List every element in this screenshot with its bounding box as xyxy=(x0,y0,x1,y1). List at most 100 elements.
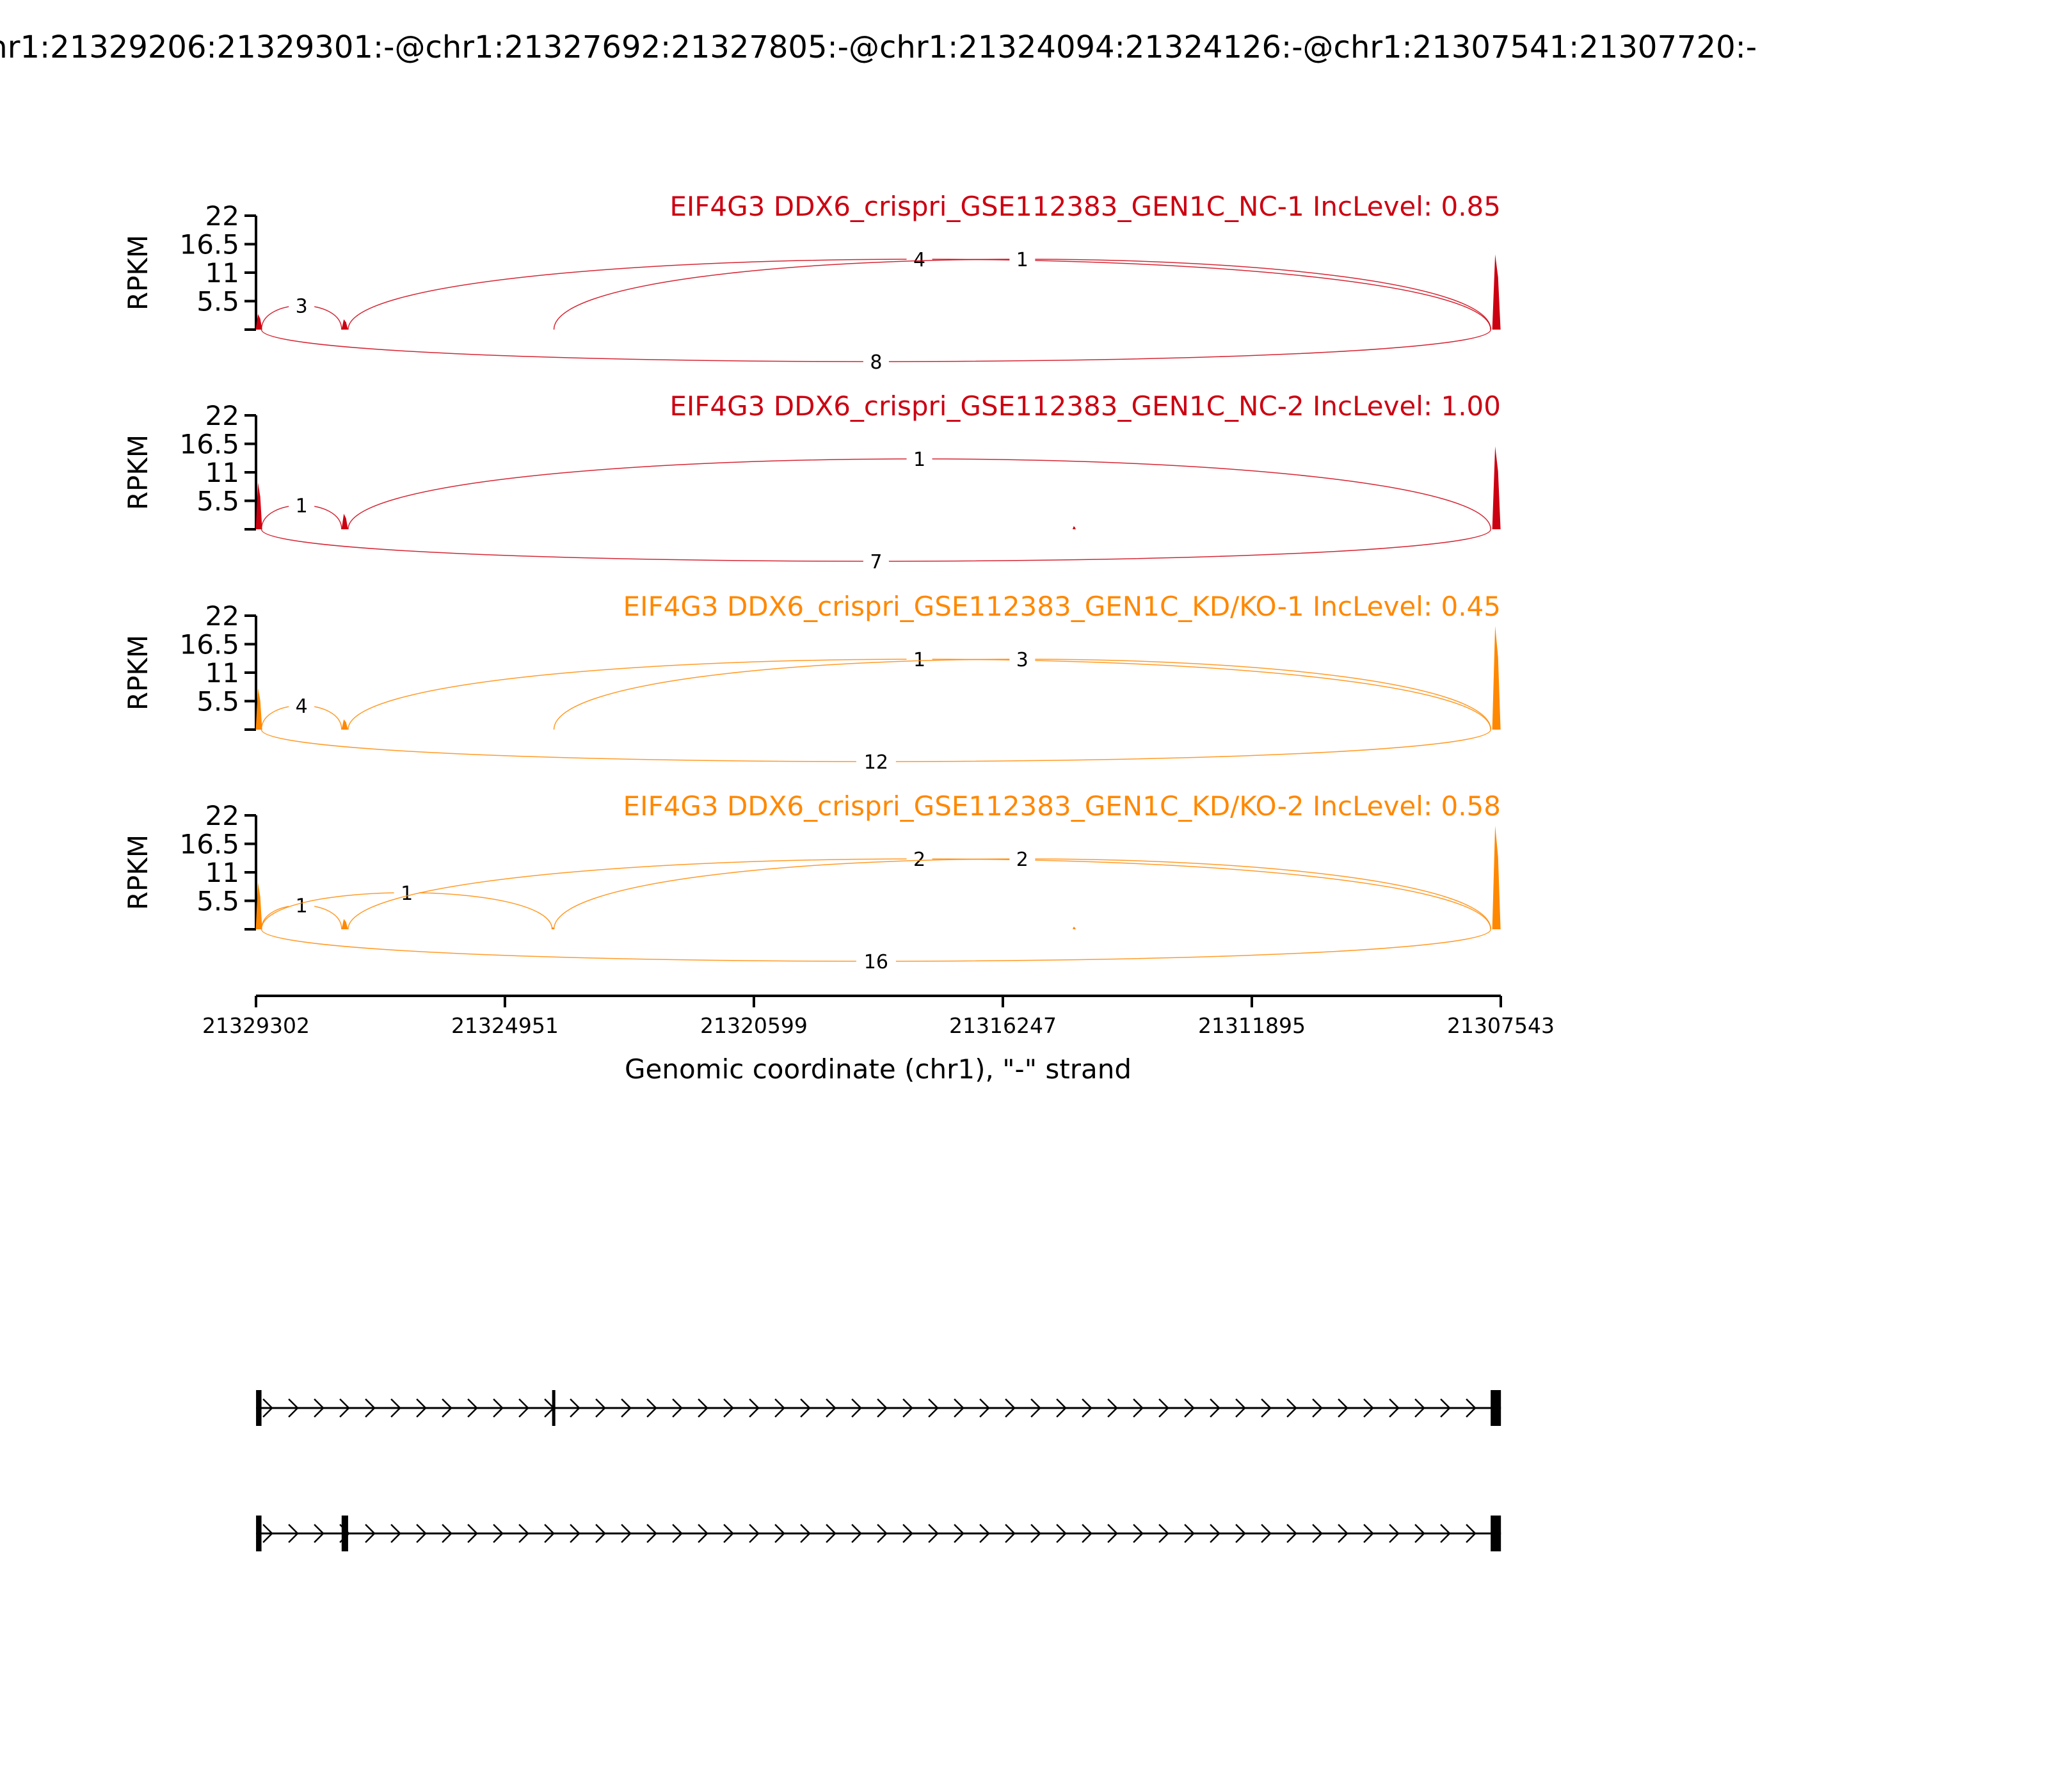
y-tick-label: 11 xyxy=(205,257,239,289)
strand-arrow xyxy=(723,1398,734,1418)
y-tick-label: 11 xyxy=(205,657,239,689)
strand-arrow xyxy=(1056,1398,1067,1418)
strand-arrow xyxy=(365,1398,376,1418)
strand-arrow xyxy=(493,1524,504,1543)
junction-label-bg xyxy=(856,749,896,774)
strand-arrow xyxy=(1030,1524,1041,1543)
x-tick-label: 21316247 xyxy=(949,1013,1057,1038)
strand-arrow xyxy=(262,1398,273,1418)
strand-arrow xyxy=(365,1524,376,1543)
junction-label-bg xyxy=(1009,246,1036,272)
strand-arrow xyxy=(390,1398,401,1418)
junction-count: 1 xyxy=(913,649,925,671)
junction-label-bg xyxy=(863,349,889,374)
strand-arrow xyxy=(1414,1398,1425,1418)
y-tick-label: 11 xyxy=(205,457,239,488)
strand-arrow xyxy=(1414,1524,1425,1543)
junction-count: 2 xyxy=(1016,849,1028,871)
strand-arrow xyxy=(979,1524,990,1543)
isoform-tracks xyxy=(256,1390,1501,1551)
y-tick-label: 11 xyxy=(205,857,239,888)
isoform-exon xyxy=(1491,1390,1501,1426)
coverage-peak xyxy=(255,483,262,529)
strand-arrow xyxy=(288,1398,299,1418)
y-axis-label: RPKM xyxy=(122,235,154,310)
strand-arrow xyxy=(314,1524,324,1543)
junction-label-bg xyxy=(906,846,932,872)
junction-count: 2 xyxy=(913,849,925,871)
junction-count: 1 xyxy=(913,449,925,471)
y-tick-label: 16.5 xyxy=(179,629,239,660)
strand-arrow xyxy=(646,1524,657,1543)
x-tick-label: 21320599 xyxy=(700,1013,808,1038)
y-tick-label: 5.5 xyxy=(196,886,239,917)
strand-arrow xyxy=(672,1398,683,1418)
strand-arrow xyxy=(646,1398,657,1418)
coverage-peak xyxy=(255,314,262,330)
x-tick-label: 21329302 xyxy=(202,1013,310,1038)
strand-arrow xyxy=(698,1524,708,1543)
strand-arrow xyxy=(416,1524,427,1543)
strand-arrow xyxy=(1184,1398,1195,1418)
strand-arrow xyxy=(1261,1524,1272,1543)
strand-arrow xyxy=(1312,1524,1323,1543)
strand-arrow xyxy=(390,1524,401,1543)
junction-label-bg xyxy=(289,292,315,319)
strand-arrow xyxy=(1389,1398,1400,1418)
junction-count: 16 xyxy=(864,951,888,973)
coverage-peak xyxy=(1492,626,1501,730)
strand-arrow xyxy=(1005,1398,1016,1418)
strand-arrow xyxy=(979,1398,990,1418)
y-axis-label: RPKM xyxy=(122,435,154,510)
strand-arrow xyxy=(1286,1398,1297,1418)
strand-arrow xyxy=(621,1398,632,1418)
strand-arrow xyxy=(1210,1524,1220,1543)
panel-title: EIF4G3 DDX6_crispri_GSE112383_GEN1C_KD/K… xyxy=(623,790,1501,822)
strand-arrow xyxy=(1440,1524,1451,1543)
junction-count: 7 xyxy=(870,551,882,573)
y-tick-label: 22 xyxy=(205,800,239,831)
strand-arrow xyxy=(1363,1398,1374,1418)
coverage-peak xyxy=(1492,446,1501,529)
strand-arrow xyxy=(314,1398,324,1418)
strand-arrow xyxy=(826,1398,836,1418)
strand-arrow xyxy=(1466,1398,1476,1418)
coverage-peak xyxy=(1072,926,1076,929)
strand-arrow xyxy=(749,1398,760,1418)
coverage-peak xyxy=(341,719,348,730)
coverage-peak xyxy=(341,319,348,330)
y-tick-label: 5.5 xyxy=(196,686,239,717)
strand-arrow xyxy=(1286,1524,1297,1543)
junction-label-bg xyxy=(906,646,932,672)
strand-arrow xyxy=(518,1398,529,1418)
strand-arrow xyxy=(570,1398,580,1418)
isoform-exon xyxy=(1491,1516,1501,1551)
strand-arrow xyxy=(749,1524,760,1543)
y-tick-label: 22 xyxy=(205,400,239,431)
strand-arrow xyxy=(595,1524,606,1543)
coverage-peak xyxy=(341,918,348,929)
strand-arrow xyxy=(1440,1398,1451,1418)
isoform-exon xyxy=(256,1390,262,1426)
strand-arrow xyxy=(1107,1524,1118,1543)
isoform-2 xyxy=(256,1516,1501,1551)
strand-arrow xyxy=(800,1524,811,1543)
junction-label-bg xyxy=(289,692,315,719)
strand-arrow xyxy=(928,1524,939,1543)
strand-arrow xyxy=(1210,1398,1220,1418)
y-tick-label: 16.5 xyxy=(179,229,239,260)
strand-arrow xyxy=(339,1398,350,1418)
junction-count: 1 xyxy=(401,883,413,905)
strand-arrow xyxy=(1158,1524,1169,1543)
strand-arrow xyxy=(518,1524,529,1543)
strand-arrow xyxy=(1107,1398,1118,1418)
strand-arrow xyxy=(467,1524,478,1543)
y-axis-label: RPKM xyxy=(122,635,154,710)
junction-label-bg xyxy=(394,879,420,906)
y-tick-label: 16.5 xyxy=(179,429,239,460)
strand-arrow xyxy=(595,1398,606,1418)
strand-arrow xyxy=(442,1524,452,1543)
